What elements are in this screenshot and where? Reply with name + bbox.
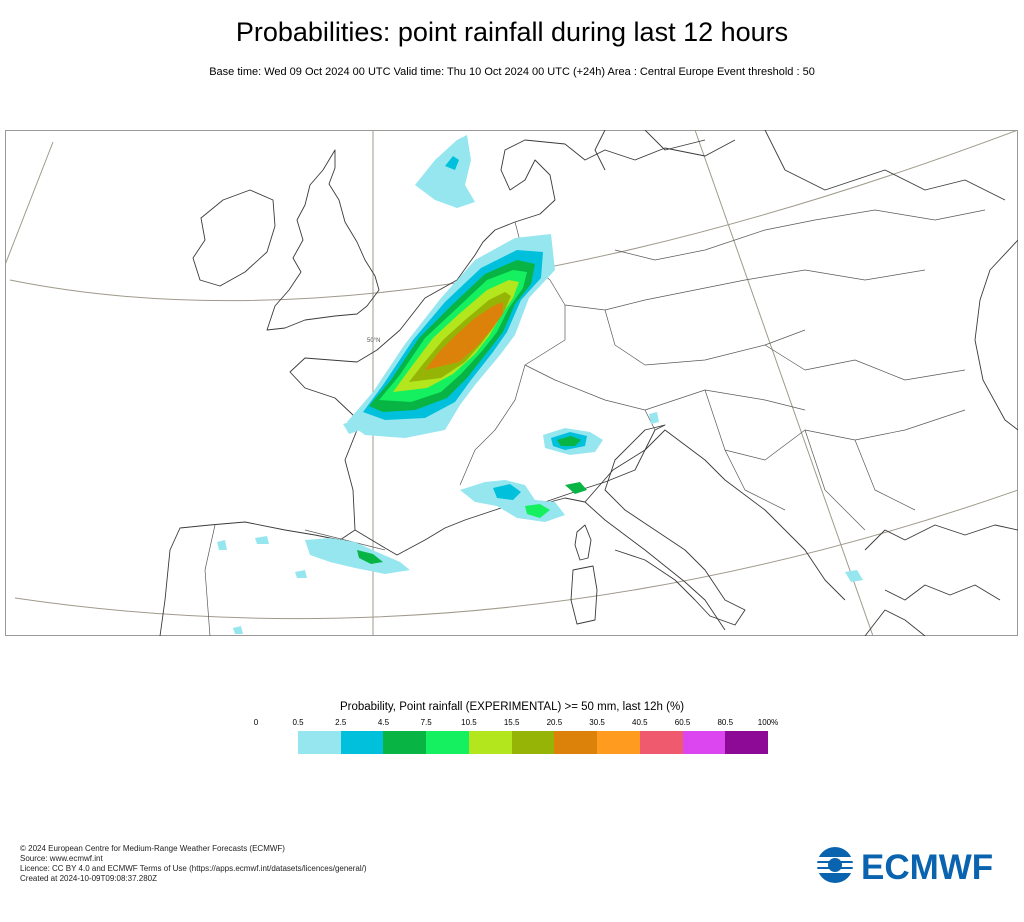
map-frame <box>5 130 1018 636</box>
great-britain-outline <box>266 149 380 331</box>
legend-title: Probability, Point rainfall (EXPERIMENTA… <box>339 701 685 713</box>
graticule-line-west <box>5 141 54 266</box>
prob-patch-iberia-3 <box>295 570 307 578</box>
legend-tick-label: 0 <box>253 718 259 727</box>
legend-tick-label: 40.5 <box>632 718 648 727</box>
prob-patch-provence-core <box>525 504 550 518</box>
footer-licence: Licence: CC BY 4.0 and ECMWF Terms of Us… <box>20 864 367 873</box>
prob-patch-iberia-2 <box>217 540 227 550</box>
prob-band-20.5 <box>425 302 503 370</box>
ecmwf-logo-mark <box>816 847 854 883</box>
legend-swatch <box>468 731 512 754</box>
prob-patch-iberia-4 <box>233 626 243 634</box>
legend-tick-label: 15.5 <box>503 718 520 727</box>
legend-tick-label: 7.5 <box>420 718 432 727</box>
legend-swatch <box>682 731 726 754</box>
balkan-coast <box>864 524 1018 636</box>
iberia-border <box>204 524 386 636</box>
legend-tick-label: 0.5 <box>292 718 304 727</box>
graticule-meridian-east <box>694 130 874 636</box>
legend-swatch <box>383 731 427 754</box>
land-outlines <box>159 130 1018 636</box>
chart-subtitle: Base time: Wed 09 Oct 2024 00 UTC Valid … <box>209 66 815 78</box>
chart-title: Probabilities: point rainfall during las… <box>235 17 789 47</box>
legend-swatch <box>340 731 384 754</box>
legend-tick-label: 4.5 <box>377 718 390 727</box>
legend-color-bar <box>298 731 769 754</box>
ireland-outline <box>192 189 276 287</box>
footer-credits: © 2024 European Centre for Medium-Range … <box>20 844 367 884</box>
legend-swatch <box>554 731 598 754</box>
prob-patch-pyrenees-core <box>357 550 383 564</box>
legend-ticks: 0 0.5 2.5 4.5 7.5 10.5 15.5 20.5 30.5 40.5 60.5 80.… <box>0 718 1024 730</box>
prob-patch-slovenia <box>649 412 659 424</box>
footer-source: Source: www.ecmwf.int <box>20 854 103 863</box>
corsica-outline <box>574 524 592 561</box>
prob-patch-greece <box>845 570 863 582</box>
legend-tick-label: 100% <box>757 718 779 727</box>
legend-swatch <box>725 731 769 754</box>
legend-swatch <box>639 731 683 754</box>
prob-patch-alps-core <box>557 436 581 446</box>
legend-tick-label: 20.5 <box>546 718 563 727</box>
legend-swatch <box>511 731 555 754</box>
ecmwf-logo-text: ECMWF <box>861 848 993 884</box>
prob-patch-south-france-mid <box>493 484 521 500</box>
prob-patch-iberia-1 <box>255 536 269 544</box>
legend-tick-label: 80.5 <box>717 718 734 727</box>
sardinia-outline <box>570 565 598 625</box>
footer-copyright: © 2024 European Centre for Medium-Range … <box>20 844 285 853</box>
legend-swatch <box>298 731 341 754</box>
legend-tick-label: 30.5 <box>589 718 605 727</box>
prob-patch-pyrenees <box>305 538 410 574</box>
legend-swatch <box>426 731 469 754</box>
italy-outline <box>544 424 746 626</box>
legend-swatch <box>597 731 640 754</box>
ecmwf-logo: ECMWF <box>816 847 993 884</box>
prob-patch-nice <box>565 482 587 494</box>
prob-patch-north-sea-core <box>445 156 459 170</box>
country-borders <box>459 209 986 531</box>
scandinavia-coast <box>594 130 1006 201</box>
continent-coast <box>159 139 1018 636</box>
graticule-label: 50°N <box>367 338 380 344</box>
probability-map: 50°N <box>5 130 1018 636</box>
legend-tick-label: 10.5 <box>461 718 477 727</box>
prob-patch-biscay <box>343 420 361 434</box>
graticule-line-south <box>14 489 1018 620</box>
legend-tick-label: 2.5 <box>335 718 347 727</box>
probability-field <box>217 135 863 634</box>
legend-tick-label: 60.5 <box>674 718 691 727</box>
footer-created: Created at 2024-10-09T09:08:37.280Z <box>20 874 157 883</box>
prob-patch-north-sea <box>415 135 475 208</box>
